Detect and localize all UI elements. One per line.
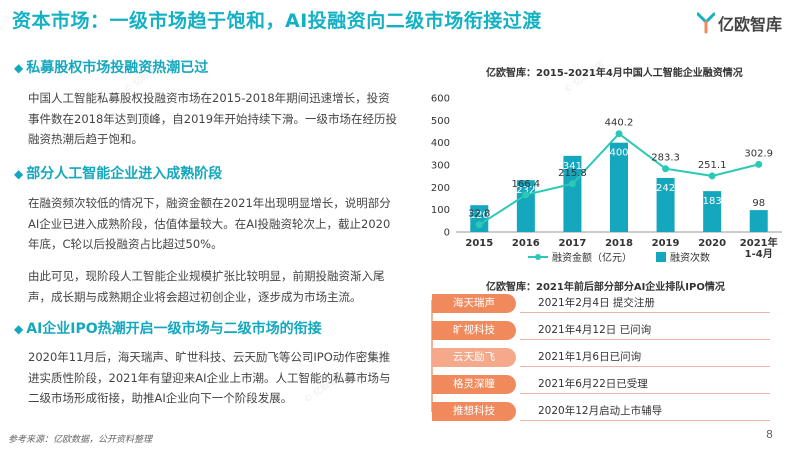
section-heading-3: ◆ AI企业IPO热潮开启一级市场与二级市场的衔接 — [14, 318, 322, 338]
y-tick-label: 100 — [431, 205, 450, 216]
x-tick-label: 2015 — [465, 238, 493, 249]
bar-value-label: 232 — [516, 185, 535, 196]
x-tick-label: 2021年 — [740, 236, 778, 249]
y-tick-label: 600 — [431, 94, 450, 105]
legend-label: 融资次数 — [670, 251, 710, 264]
legend-bar-swatch — [656, 252, 666, 262]
x-tick-label: 1-4月 — [745, 248, 773, 260]
source-note: 参考来源：亿欧数据，公开资料整理 — [8, 435, 153, 445]
bar-value-label: 242 — [656, 183, 675, 194]
diamond-bullet-icon: ◆ — [14, 322, 24, 336]
ipo-row: 云天励飞 2021年1月6日已问询 — [432, 348, 772, 369]
page-title: 资本市场：一级市场趋于饱和，AI投融资向二级市场衔接过渡 — [12, 10, 542, 32]
bar-value-label: 98 — [752, 198, 765, 209]
section-paragraph: 2020年11月后，海天瑞声、旷世科技、云天励飞等公司IPO动作密集推进实质性阶… — [28, 350, 391, 405]
section-paragraph: 在融资频次较低的情况下，融资金额在2021年出现明显增长，说明部分AI企业已进入… — [28, 196, 391, 251]
ipo-company-tag: 海天瑞声 — [432, 294, 516, 313]
line-value-label: 440.2 — [605, 118, 634, 129]
line-point — [755, 160, 763, 168]
section-heading-text: AI企业IPO热潮开启一级市场与二级市场的衔接 — [26, 321, 322, 337]
ipo-event: 2021年1月6日已问询 — [520, 348, 770, 367]
bar — [470, 205, 489, 232]
logo-icon — [697, 12, 715, 34]
x-tick-label: 2019 — [652, 238, 680, 249]
x-tick-label: 2020 — [698, 238, 726, 249]
ipo-event: 2021年2月4日 提交注册 — [520, 294, 770, 313]
line-point — [475, 221, 483, 229]
section-heading-2: ◆ 部分人工智能企业进入成熟阶段 — [14, 163, 222, 183]
y-tick-label: 0 — [444, 228, 450, 239]
chart-title: 亿欧智库：2015-2021年4月中国人工智能企业融资情况 — [486, 68, 743, 79]
ipo-company-tag: 旷视科技 — [432, 321, 516, 340]
ipo-title: 亿欧智库：2021年前后部分部分AI企业排队IPO情况 — [486, 282, 725, 293]
legend-line-swatch-point — [535, 254, 541, 260]
ipo-company-tag: 格灵深瞳 — [432, 375, 516, 394]
y-tick-label: 500 — [431, 116, 450, 127]
line-point — [662, 165, 670, 173]
y-tick-label: 300 — [431, 161, 450, 172]
bar-value-label: 120 — [470, 210, 489, 221]
bar — [610, 142, 628, 232]
ipo-row: 推想科技 2020年12月启动上市辅导 — [432, 402, 772, 423]
y-tick-label: 200 — [431, 183, 450, 194]
ipo-row: 旷视科技 2021年4月12日 已问询 — [432, 321, 772, 342]
bar — [703, 191, 722, 232]
funding-chart: 0 100 200 300 400 500 600 120 232 341 400 242 183 98 3… — [431, 94, 782, 264]
ipo-event: 2021年4月12日 已问询 — [520, 321, 770, 340]
page-number: 8 — [766, 428, 773, 441]
diamond-bullet-icon: ◆ — [14, 167, 24, 181]
line-point — [708, 172, 716, 180]
x-tick-label: 2018 — [605, 238, 633, 249]
section-paragraph: 由此可见，现阶段人工智能企业规模扩张比较明显，前期投融资渐入尾声，成长期与成熟期… — [28, 269, 385, 304]
section-paragraph: 中国人工智能私募股权投融资市场在2015-2018年期间迅速增长，投资事件数在2… — [28, 91, 398, 146]
bar-value-label: 400 — [609, 148, 628, 159]
line-value-label: 283.3 — [651, 153, 680, 164]
ipo-company-tag: 推想科技 — [432, 402, 516, 421]
bar — [656, 177, 675, 232]
ipo-event: 2020年12月启动上市辅导 — [520, 402, 770, 421]
bar-value-label: 183 — [703, 196, 722, 207]
line-value-label: 32.8 — [468, 209, 490, 220]
line-value-label: 251.1 — [698, 160, 727, 171]
diamond-bullet-icon: ◆ — [14, 61, 24, 75]
logo-text: 亿欧智库 — [718, 15, 783, 34]
line-value-label: 215.8 — [558, 168, 587, 179]
line-value-label: 302.9 — [744, 148, 773, 159]
section-heading-text: 私募股权市场投融资热潮已过 — [26, 60, 209, 76]
line-point — [615, 130, 623, 138]
bar-value-label: 341 — [563, 161, 582, 172]
line-point — [522, 191, 530, 199]
brand-logo: 亿欧智库 — [697, 12, 782, 34]
x-tick-label: 2016 — [512, 238, 540, 249]
x-tick-label: 2017 — [559, 238, 587, 249]
line-point — [568, 180, 576, 188]
bar — [563, 155, 582, 232]
legend-label: 融资金额（亿元） — [552, 251, 632, 264]
ipo-event: 2021年6月22日已受理 — [520, 375, 770, 394]
ipo-row: 海天瑞声 2021年2月4日 提交注册 — [432, 294, 772, 315]
line-value-label: 166.4 — [512, 179, 541, 190]
ipo-company-tag: 云天励飞 — [432, 348, 516, 367]
ipo-row: 格灵深瞳 2021年6月22日已受理 — [432, 375, 772, 396]
section-heading-text: 部分人工智能企业进入成熟阶段 — [26, 166, 223, 182]
y-tick-label: 400 — [431, 138, 450, 149]
bar — [749, 210, 768, 232]
section-heading-1: ◆ 私募股权市场投融资热潮已过 — [14, 57, 208, 77]
